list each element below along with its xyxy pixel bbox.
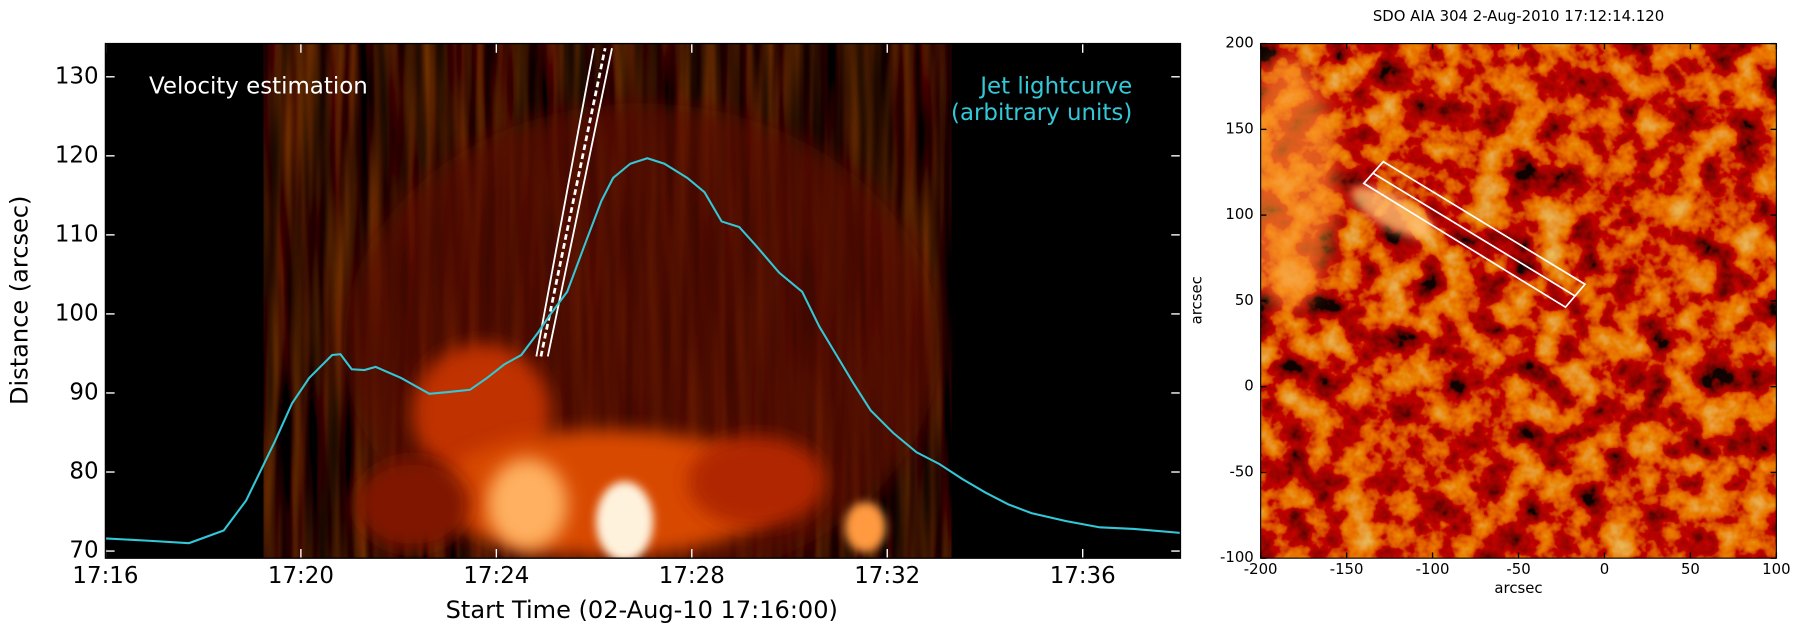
plot-frame — [1260, 43, 1777, 559]
x-tick-label: 17:24 — [463, 563, 529, 589]
x-tick-label: 17:32 — [854, 563, 920, 589]
x-tick-label: 50 — [1681, 560, 1700, 578]
y-axis-label: Distance (arcsec) — [6, 196, 34, 405]
y-tick-label: 0 — [1244, 377, 1253, 395]
x-axis-label: arcsec — [1494, 579, 1542, 597]
slit-box — [1362, 160, 1587, 309]
x-tick-label: -150 — [1330, 560, 1364, 578]
y-tick-label: 100 — [55, 300, 99, 326]
y-tick-label: 110 — [55, 221, 99, 247]
x-tick-label: 17:28 — [659, 563, 725, 589]
x-tick-label: 0 — [1600, 560, 1609, 578]
plot-frame — [104, 42, 1182, 559]
x-tick-label: -50 — [1506, 560, 1530, 578]
y-tick-label: -50 — [1229, 462, 1253, 480]
annotation: (arbitrary units) — [951, 100, 1132, 126]
y-tick-label: 130 — [55, 63, 99, 89]
x-tick-label: 17:20 — [268, 563, 334, 589]
y-tick-label: 200 — [1225, 34, 1253, 52]
y-tick-label: 90 — [69, 379, 98, 405]
x-tick-label: 100 — [1762, 560, 1790, 578]
y-tick-label: 150 — [1225, 119, 1253, 137]
lightcurve — [105, 157, 1181, 545]
x-tick-label: -100 — [1416, 560, 1450, 578]
x-tick-label: 17:16 — [72, 563, 138, 589]
y-tick-label: -100 — [1220, 548, 1254, 566]
y-tick-label: 70 — [69, 538, 98, 564]
y-tick-label: 100 — [1225, 205, 1253, 223]
y-axis-label: arcsec — [1188, 276, 1206, 324]
solar-image — [1260, 43, 1777, 559]
y-tick-label: 120 — [55, 142, 99, 168]
y-tick-label: 50 — [1235, 291, 1254, 309]
annotation: Velocity estimation — [149, 74, 368, 100]
x-tick-label: -200 — [1244, 560, 1278, 578]
time-distance-map — [105, 43, 1181, 559]
x-axis-label: Start Time (02-Aug-10 17:16:00) — [446, 596, 838, 624]
legend-label: Jet lightcurve — [978, 74, 1132, 100]
chart-title: SDO AIA 304 2-Aug-2010 17:12:14.120 — [1373, 7, 1664, 25]
y-tick-label: 80 — [69, 459, 98, 485]
x-tick-label: 17:36 — [1050, 563, 1116, 589]
